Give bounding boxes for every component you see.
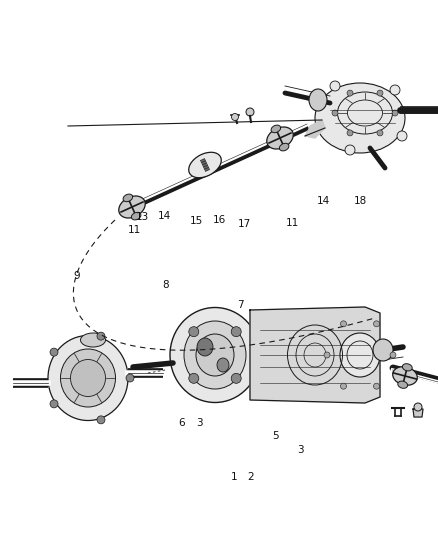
- Text: 8: 8: [162, 280, 169, 290]
- Circle shape: [377, 130, 383, 136]
- Ellipse shape: [71, 359, 106, 397]
- Text: 15: 15: [190, 216, 203, 226]
- Circle shape: [246, 108, 254, 116]
- Circle shape: [189, 327, 199, 337]
- Text: 13: 13: [136, 213, 149, 222]
- Ellipse shape: [170, 308, 260, 402]
- Ellipse shape: [123, 194, 133, 201]
- Text: 11: 11: [286, 218, 299, 228]
- Circle shape: [97, 332, 105, 340]
- Text: 3: 3: [196, 418, 203, 427]
- Text: 2: 2: [247, 472, 254, 482]
- Circle shape: [377, 90, 383, 96]
- Text: 7: 7: [237, 300, 244, 310]
- Text: 17: 17: [238, 219, 251, 229]
- Ellipse shape: [403, 364, 412, 371]
- Text: 9: 9: [73, 271, 80, 281]
- Circle shape: [374, 321, 379, 327]
- Text: 6: 6: [178, 418, 185, 427]
- Ellipse shape: [315, 83, 405, 153]
- Text: 16: 16: [212, 215, 226, 224]
- Ellipse shape: [398, 381, 408, 389]
- Text: 14: 14: [158, 211, 171, 221]
- Ellipse shape: [119, 196, 145, 218]
- Circle shape: [332, 110, 338, 116]
- Circle shape: [390, 352, 396, 358]
- Ellipse shape: [217, 358, 229, 372]
- Circle shape: [347, 130, 353, 136]
- Circle shape: [392, 110, 398, 116]
- Text: 11: 11: [128, 225, 141, 235]
- Circle shape: [374, 383, 379, 389]
- Ellipse shape: [267, 127, 293, 149]
- Ellipse shape: [60, 349, 116, 407]
- Polygon shape: [250, 307, 380, 403]
- Text: 3: 3: [297, 446, 304, 455]
- Circle shape: [231, 373, 241, 383]
- Circle shape: [330, 81, 340, 91]
- Circle shape: [340, 321, 346, 327]
- Ellipse shape: [279, 143, 289, 151]
- Ellipse shape: [81, 333, 106, 347]
- Circle shape: [232, 114, 239, 120]
- Polygon shape: [413, 409, 423, 417]
- Ellipse shape: [340, 333, 380, 377]
- Circle shape: [390, 85, 400, 95]
- Text: 14: 14: [317, 197, 330, 206]
- Text: 1: 1: [231, 472, 238, 482]
- Ellipse shape: [393, 367, 417, 385]
- Circle shape: [50, 400, 58, 408]
- Ellipse shape: [196, 334, 234, 376]
- Circle shape: [97, 416, 105, 424]
- Circle shape: [189, 373, 199, 383]
- Text: 18: 18: [353, 197, 367, 206]
- Circle shape: [231, 327, 241, 337]
- Circle shape: [347, 90, 353, 96]
- Ellipse shape: [48, 335, 128, 421]
- Ellipse shape: [271, 125, 281, 133]
- Text: 5: 5: [272, 431, 279, 441]
- Ellipse shape: [373, 339, 393, 361]
- Circle shape: [345, 145, 355, 155]
- Ellipse shape: [189, 152, 221, 177]
- Circle shape: [340, 383, 346, 389]
- Ellipse shape: [197, 338, 213, 356]
- Ellipse shape: [184, 321, 246, 389]
- Ellipse shape: [131, 212, 141, 220]
- Circle shape: [324, 352, 330, 358]
- Circle shape: [50, 348, 58, 356]
- Circle shape: [397, 131, 407, 141]
- Circle shape: [126, 374, 134, 382]
- Circle shape: [414, 403, 422, 411]
- Ellipse shape: [309, 89, 327, 111]
- Polygon shape: [305, 120, 325, 138]
